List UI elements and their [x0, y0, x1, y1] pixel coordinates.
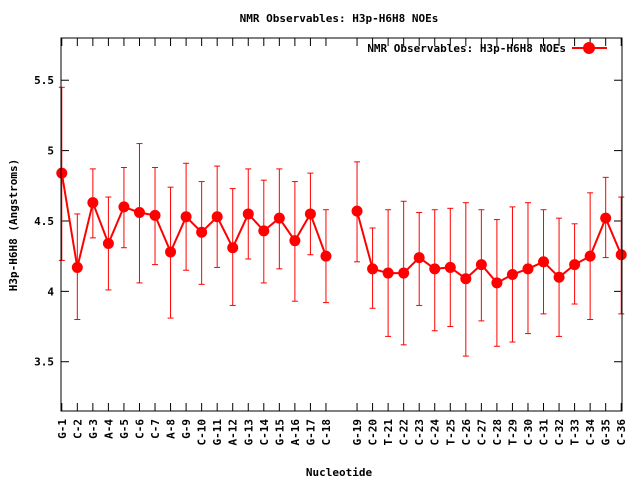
legend: NMR Observables: H3p-H6H8 NOEs: [367, 42, 607, 55]
data-point: [258, 225, 270, 237]
x-tick-label: A-12: [227, 419, 240, 446]
x-axis-label: Nucleotide: [306, 466, 373, 479]
data-point: [71, 261, 83, 273]
data-point: [133, 207, 145, 219]
data-point: [413, 252, 425, 264]
x-tick-label: T-33: [569, 419, 582, 446]
x-tick-label: G-13: [242, 419, 255, 446]
data-point: [367, 263, 379, 275]
x-tick-label: C-18: [320, 419, 333, 446]
data-point: [460, 273, 472, 285]
y-tick-label: 3.5: [34, 356, 54, 369]
series-line: [60, 172, 327, 268]
data-point: [569, 259, 581, 271]
data-point: [522, 263, 534, 275]
x-tick-label: C-20: [367, 419, 380, 446]
data-point: [289, 235, 301, 247]
y-tick-label: 4: [47, 285, 54, 298]
y-axis-label: H3p-H6H8 (Angstroms): [7, 159, 20, 291]
x-tick-label: G-1: [56, 419, 69, 439]
x-tick-label: G-15: [273, 419, 286, 446]
data-point: [87, 197, 99, 209]
x-tick-label: A-4: [102, 419, 115, 439]
data-point: [491, 277, 503, 289]
x-tick-label: G-35: [600, 419, 613, 446]
data-point: [304, 208, 316, 220]
data-point: [118, 201, 130, 213]
data-point: [196, 226, 208, 238]
x-tick-label: T-29: [506, 419, 519, 446]
x-tick-label: A-16: [289, 419, 302, 446]
data-point: [444, 261, 456, 273]
x-tick-label: T-25: [444, 419, 457, 446]
data-point: [538, 256, 550, 268]
data-point: [227, 242, 239, 254]
legend-marker-swatch: [583, 42, 595, 54]
data-point: [475, 259, 487, 271]
series-line: [356, 210, 623, 285]
data-point: [211, 211, 223, 223]
data-point: [56, 167, 68, 179]
y-tick-labels: 3.5 4 4.5 5 5.5: [34, 74, 54, 369]
axis-ticks: [61, 38, 622, 411]
data-point: [584, 250, 596, 262]
legend-label: NMR Observables: H3p-H6H8 NOEs: [367, 42, 566, 55]
data-point: [600, 212, 612, 224]
x-tick-label: C-10: [196, 419, 209, 446]
data-point: [398, 267, 410, 279]
data-point: [242, 208, 254, 220]
y-tick-label: 4.5: [34, 215, 54, 228]
x-tick-label: G-11: [211, 419, 224, 446]
y-tick-label: 5: [47, 145, 54, 158]
x-tick-label: C-28: [491, 419, 504, 446]
plot-frame: [60, 37, 623, 412]
x-tick-label: C-26: [460, 419, 473, 446]
data-point: [102, 238, 114, 250]
x-tick-label: C-30: [522, 419, 535, 446]
x-tick-label: C-36: [615, 419, 628, 446]
x-tick-label: G-17: [304, 419, 317, 446]
x-tick-label: C-23: [413, 419, 426, 446]
x-tick-label: G-5: [118, 419, 131, 439]
x-tick-label: A-8: [165, 419, 178, 439]
series-layer: [56, 86, 627, 357]
data-point: [165, 246, 177, 258]
data-point: [180, 211, 192, 223]
x-tick-label: T-21: [382, 419, 395, 446]
x-tick-label: C-14: [258, 419, 271, 446]
x-tick-labels: G-1 C-2 G-3 A-4 G-5 C-6 C-7 A-8 G-9 C-10 G-11 A-12 G…: [56, 419, 628, 446]
data-point: [351, 205, 363, 217]
data-point: [382, 267, 394, 279]
data-point: [553, 271, 565, 283]
x-tick-label: C-34: [584, 419, 597, 446]
data-point: [615, 249, 627, 261]
x-tick-label: C-27: [475, 419, 488, 446]
x-tick-label: C-31: [538, 419, 551, 446]
x-tick-label: G-3: [87, 419, 100, 439]
x-tick-label: C-22: [398, 419, 411, 446]
data-point: [506, 268, 518, 280]
data-point: [429, 263, 441, 275]
x-tick-label: G-19: [351, 419, 364, 446]
x-tick-label: C-24: [429, 419, 442, 446]
x-tick-label: C-7: [149, 419, 162, 439]
x-tick-label: G-9: [180, 419, 193, 439]
y-tick-label: 5.5: [34, 74, 54, 87]
data-point: [273, 212, 285, 224]
chart-title: NMR Observables: H3p-H6H8 NOEs: [240, 12, 439, 25]
x-tick-label: C-32: [553, 419, 566, 446]
x-tick-label: C-6: [133, 419, 146, 439]
x-tick-label: C-2: [71, 419, 84, 439]
data-point: [320, 250, 332, 262]
data-point: [149, 209, 161, 221]
